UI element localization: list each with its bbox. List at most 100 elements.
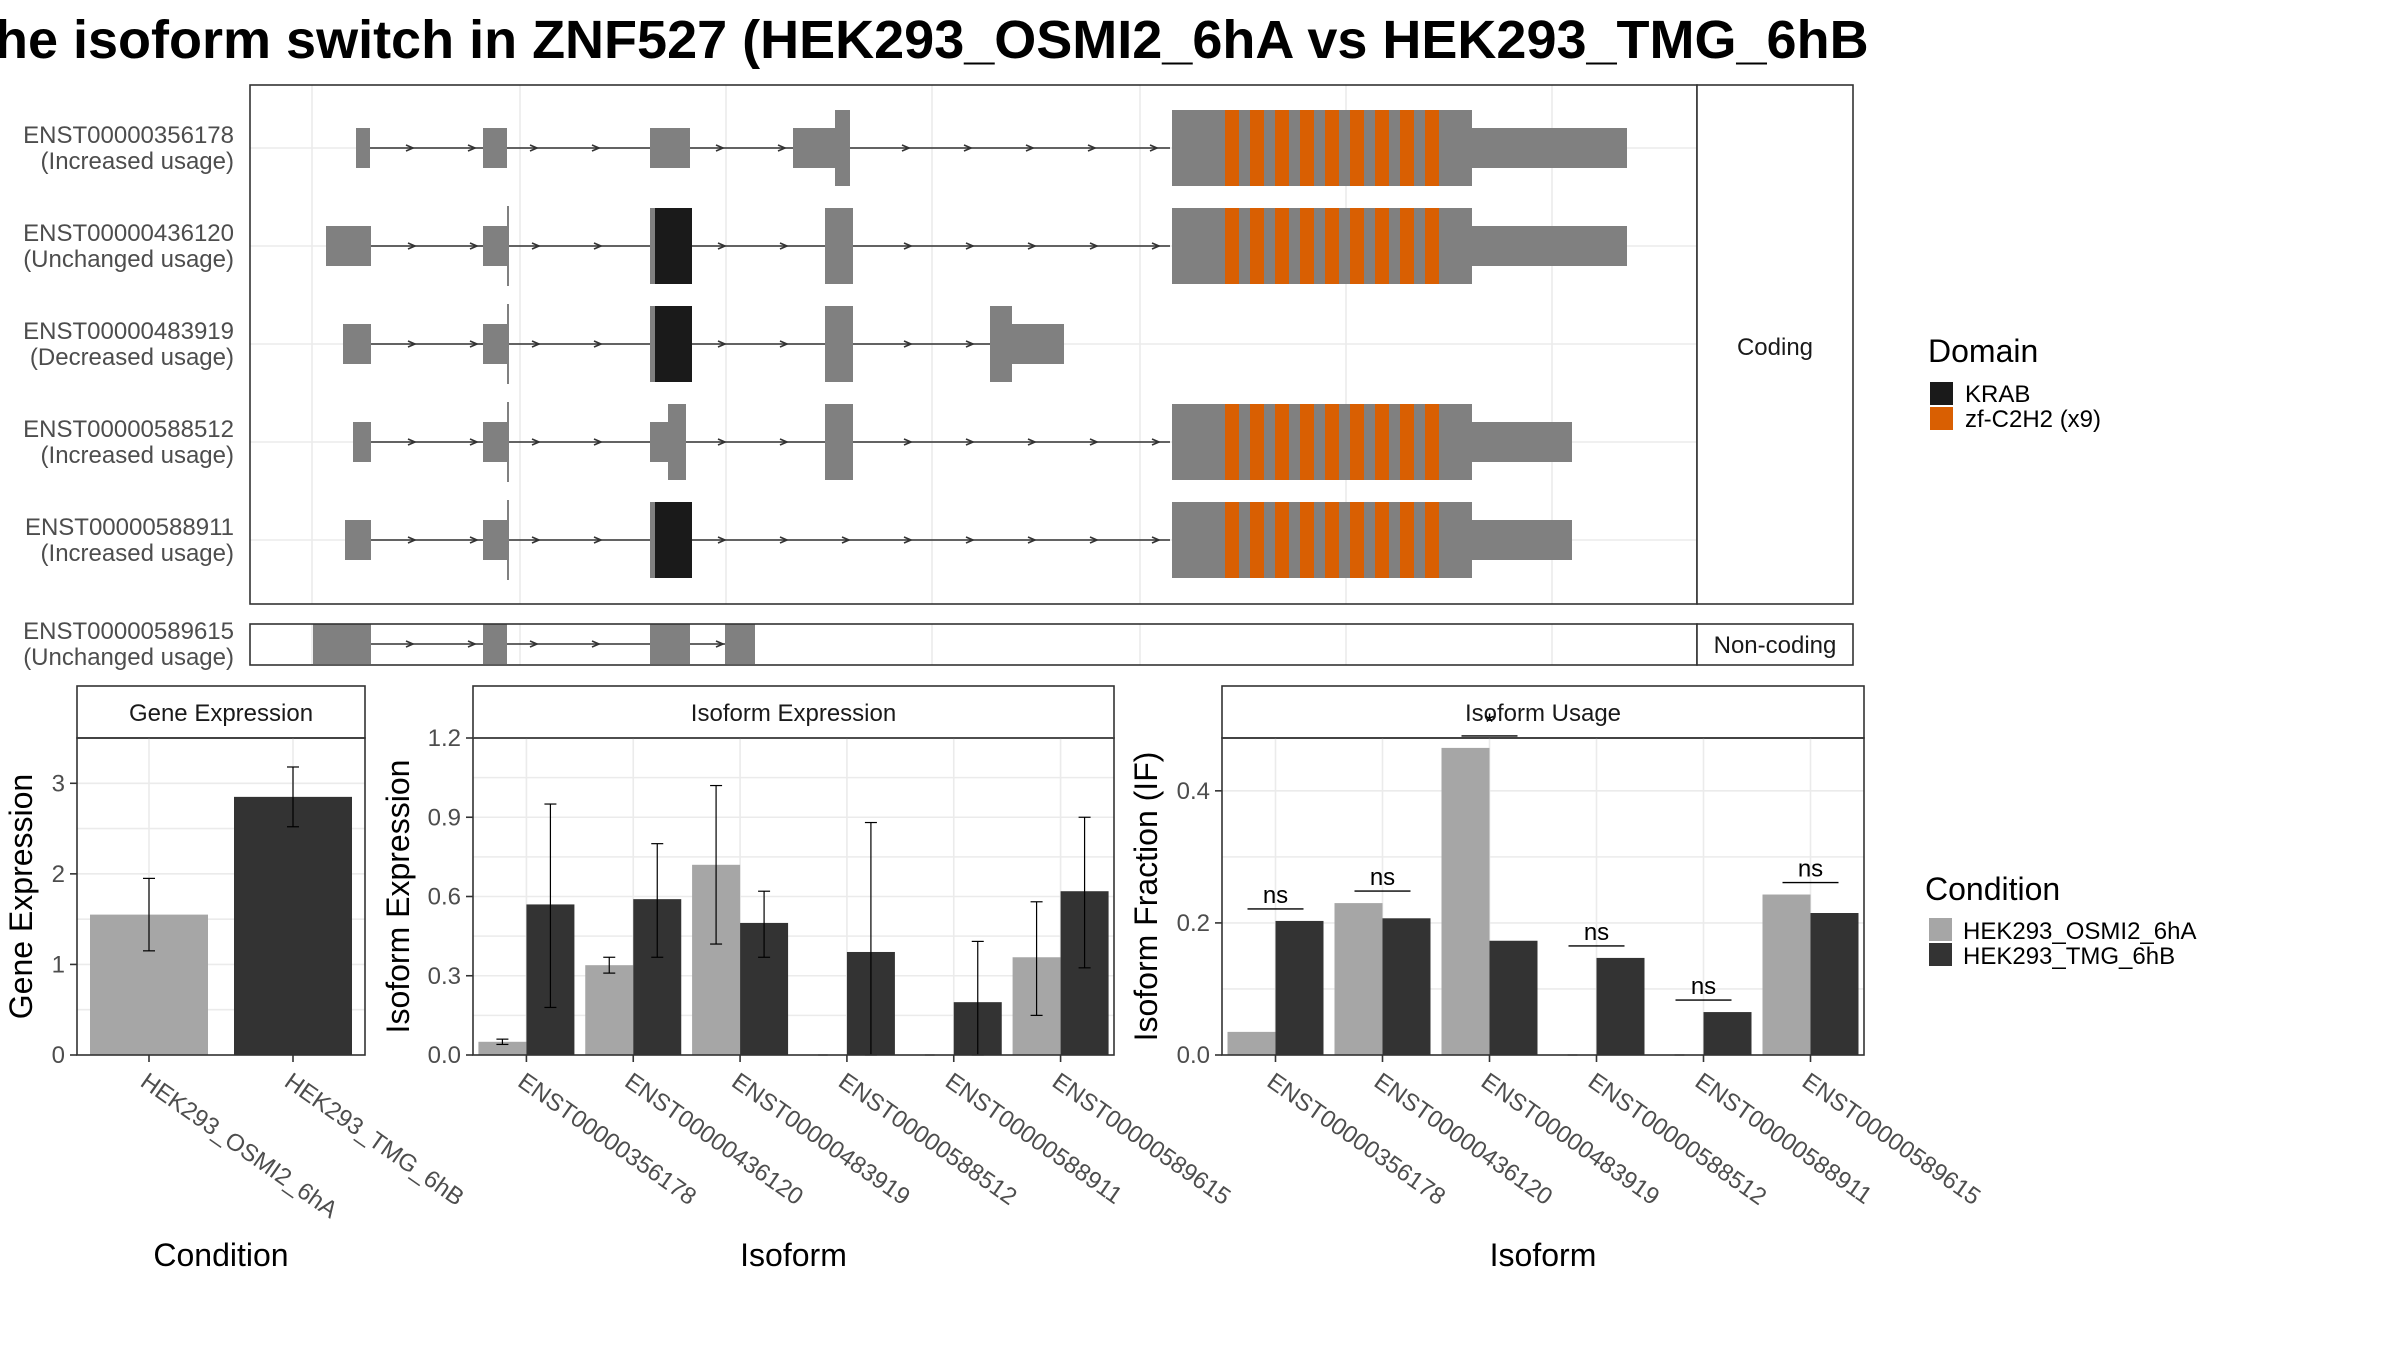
- transcript-enst00000588911: [345, 500, 1572, 580]
- intron-arrow: [779, 438, 790, 446]
- zf-c2h2-domain: [1275, 208, 1289, 284]
- transcript-enst00000589615: [313, 624, 755, 664]
- transcript-enst00000436120: [326, 206, 1627, 286]
- isoform-name-label: ENST00000588911: [25, 514, 234, 541]
- significance-label: *: [1485, 709, 1494, 736]
- x-tick-label: ENST00000483919: [1476, 1068, 1664, 1211]
- legend-krab-swatch: [1930, 382, 1953, 405]
- legend-krab-label: KRAB: [1965, 381, 2030, 408]
- zf-c2h2-domain: [1300, 502, 1314, 578]
- zf-c2h2-domain: [1250, 404, 1264, 480]
- exon: [835, 110, 850, 186]
- exon: [1472, 422, 1572, 462]
- facet-strip-label: Gene Expression: [129, 700, 313, 727]
- zf-c2h2-domain: [1275, 502, 1289, 578]
- isoform-usage-label: (Unchanged usage): [23, 246, 234, 273]
- bar: [1382, 918, 1431, 1055]
- zf-c2h2-domain: [1425, 404, 1439, 480]
- intron-arrow: [531, 242, 542, 250]
- intron-arrow: [467, 144, 478, 152]
- coding-facet-label: Coding: [1737, 334, 1813, 361]
- x-tick-label: ENST00000588911: [940, 1068, 1127, 1210]
- exon: [483, 520, 507, 560]
- intron-arrow: [717, 340, 728, 348]
- figure-title: he isoform switch in ZNF527 (HEK293_OSMI…: [0, 10, 1869, 70]
- coding-facet-strip: [1696, 84, 1854, 605]
- x-tick-label: ENST00000589615: [1797, 1068, 1985, 1211]
- intron-arrow: [469, 536, 480, 544]
- bar: [1441, 747, 1490, 1055]
- zf-c2h2-domain: [1325, 110, 1339, 186]
- intron-arrow: [591, 144, 602, 152]
- exon: [1472, 128, 1627, 168]
- y-tick-label: 0.0: [428, 1042, 461, 1069]
- y-tick-label: 1: [52, 951, 65, 978]
- exon: [483, 624, 507, 664]
- x-tick-label: ENST00000356178: [1262, 1068, 1450, 1211]
- zf-c2h2-domain: [1275, 110, 1289, 186]
- exon: [725, 624, 755, 664]
- domain-legend-title: Domain: [1928, 333, 2038, 369]
- isoform-usage-label: (Unchanged usage): [23, 644, 234, 671]
- intron-arrow: [1149, 144, 1160, 152]
- isoform-usage-label: (Increased usage): [41, 148, 234, 175]
- panel-border: [472, 737, 1115, 1056]
- transcript-enst00000483919: [343, 304, 1064, 384]
- intron-arrow: [593, 536, 604, 544]
- exon: [650, 422, 668, 462]
- krab-domain: [655, 306, 692, 382]
- zf-c2h2-domain: [1250, 208, 1264, 284]
- exon: [507, 500, 509, 580]
- y-tick-label: 0.9: [428, 804, 461, 831]
- significance-label: ns: [1263, 882, 1288, 909]
- bar: [1227, 1031, 1276, 1055]
- y-tick-label: 0.6: [428, 884, 461, 911]
- intron-arrow: [467, 640, 478, 648]
- intron-arrow: [965, 242, 976, 250]
- intron-arrow: [469, 340, 480, 348]
- zf-c2h2-domain: [1325, 404, 1339, 480]
- zf-c2h2-domain: [1400, 502, 1414, 578]
- krab-domain: [655, 502, 692, 578]
- exon: [825, 306, 853, 382]
- intron-arrow: [469, 242, 480, 250]
- transcript-enst00000588512: [353, 402, 1572, 482]
- noncoding-facet-label: Non-coding: [1714, 632, 1837, 659]
- intron-arrow: [407, 438, 418, 446]
- legend-tmg-label: HEK293_TMG_6hB: [1963, 943, 2175, 970]
- exon: [825, 208, 853, 284]
- isoform-names: ENST00000356178(Increased usage)ENST0000…: [23, 122, 234, 671]
- intron-arrow: [529, 144, 540, 152]
- y-axis-title: Gene Expression: [3, 774, 39, 1019]
- y-tick-label: 2: [52, 861, 65, 888]
- intron-arrow: [903, 438, 914, 446]
- exon: [650, 624, 690, 664]
- bar-chart-panels: Gene Expression0123HEK293_OSMI2_6hAHEK29…: [3, 685, 1985, 1273]
- intron-arrow: [1151, 242, 1162, 250]
- facet-strip: [76, 685, 366, 739]
- intron-arrow: [841, 536, 852, 544]
- zf-c2h2-domain: [1350, 208, 1364, 284]
- y-tick-label: 1.2: [428, 725, 461, 752]
- exon: [793, 128, 835, 168]
- intron-arrow: [1089, 536, 1100, 544]
- intron-arrow: [591, 640, 602, 648]
- isoform-name-label: ENST00000588512: [23, 416, 234, 443]
- exon: [483, 128, 507, 168]
- x-axis-title: Isoform: [1490, 1237, 1597, 1273]
- exon: [507, 304, 509, 384]
- intron-arrow: [717, 438, 728, 446]
- isoform-name-label: ENST00000589615: [23, 618, 234, 645]
- exon: [483, 324, 507, 364]
- zf-c2h2-domain: [1425, 208, 1439, 284]
- significance-label: ns: [1798, 856, 1823, 883]
- condition-legend-title: Condition: [1925, 871, 2060, 907]
- facet-strip: [472, 685, 1115, 739]
- zf-c2h2-domain: [1225, 404, 1239, 480]
- isoform-name-label: ENST00000436120: [23, 220, 234, 247]
- intron-arrow: [405, 144, 416, 152]
- zf-c2h2-domain: [1325, 208, 1339, 284]
- exon: [483, 422, 507, 462]
- intron-arrow: [531, 340, 542, 348]
- exon: [313, 624, 371, 664]
